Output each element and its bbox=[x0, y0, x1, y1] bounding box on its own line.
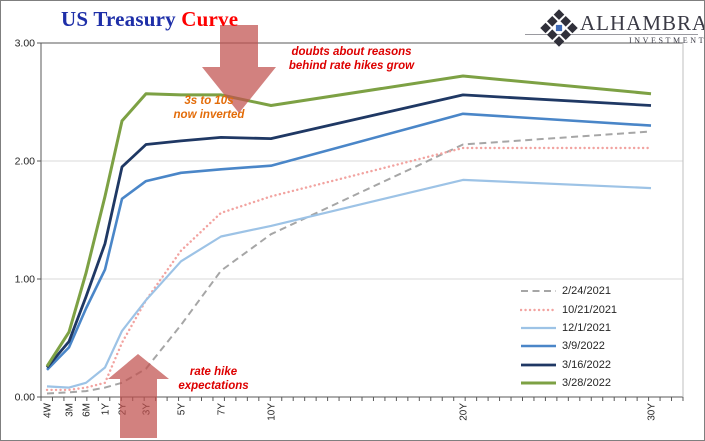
y-tick-label-2.00: 2.00 bbox=[15, 156, 36, 168]
x-tick-label-30Y: 30Y bbox=[646, 403, 657, 421]
legend-item: 10/21/2021 bbox=[520, 300, 617, 318]
legend-swatch-line bbox=[521, 345, 556, 348]
y-axis-labels: 0.00 1.00 2.00 3.00 bbox=[15, 38, 36, 404]
series-line-3-9-2022 bbox=[46, 112, 652, 371]
x-tick-label-1Y: 1Y bbox=[100, 403, 111, 416]
series-line-12-1-2021 bbox=[46, 178, 652, 389]
chart-title: US Treasury Curve bbox=[61, 7, 238, 32]
legend-swatch-line bbox=[521, 381, 556, 385]
annotation-doubts: doubts about reasons behind rate hikes g… bbox=[269, 46, 434, 73]
logo-company-name: ALHAMBRA bbox=[580, 11, 705, 35]
x-tick-label-6M: 6M bbox=[81, 403, 92, 417]
series-line-3-16-2022 bbox=[45, 93, 652, 369]
legend-label: 10/21/2021 bbox=[562, 303, 618, 316]
down-arrow-shape bbox=[202, 25, 276, 113]
data-series-lines bbox=[45, 74, 653, 395]
annotation-ratehike-line2: expectations bbox=[178, 379, 249, 392]
annotation-3s-10s-inverted: 3s to 10s now inverted bbox=[159, 95, 259, 122]
legend-swatch-line bbox=[521, 363, 556, 367]
legend-swatch-line bbox=[520, 308, 557, 311]
x-tick-label-10Y: 10Y bbox=[266, 403, 277, 421]
annotation-rate-hike-expectations: rate hike expectations bbox=[161, 366, 266, 393]
legend-item: 2/24/2021 bbox=[520, 282, 617, 300]
legend-item: 12/1/2021 bbox=[520, 319, 617, 337]
gridlines bbox=[41, 160, 683, 280]
annotation-ratehike-line1: rate hike bbox=[189, 366, 238, 378]
legend-item: 3/9/2022 bbox=[520, 337, 617, 355]
logo-divider-line bbox=[525, 34, 698, 35]
chart-title-blue: US Treasury bbox=[61, 7, 182, 31]
legend-item: 3/28/2022 bbox=[520, 374, 617, 392]
annotation-inverted-line2: now inverted bbox=[173, 108, 245, 121]
annotation-doubts-line2: behind rate hikes grow bbox=[288, 59, 415, 72]
alhambra-logo-icon bbox=[540, 9, 578, 47]
legend-swatch-line bbox=[521, 326, 556, 330]
y-tick-label-3.00: 3.00 bbox=[15, 38, 36, 50]
chart-title-red: Curve bbox=[181, 7, 239, 31]
x-tick-label-5Y: 5Y bbox=[176, 403, 187, 416]
legend-label: 3/16/2022 bbox=[562, 358, 611, 371]
up-arrow-shape bbox=[108, 354, 169, 438]
legend-swatch-line bbox=[521, 290, 556, 293]
y-tick-label-1.00: 1.00 bbox=[15, 274, 36, 286]
annotation-inverted-line1: 3s to 10s bbox=[184, 95, 234, 107]
legend-label: 3/28/2022 bbox=[562, 377, 611, 390]
x-tick-label-7Y: 7Y bbox=[216, 403, 227, 416]
x-tick-label-20Y: 20Y bbox=[458, 403, 469, 421]
series-line-3-28-2022 bbox=[45, 74, 652, 368]
chart-legend: 2/24/2021 10/21/2021 12/1/2021 3/9/2022 3/16… bbox=[520, 282, 617, 392]
x-tick-label-3M: 3M bbox=[64, 403, 75, 417]
x-tick-label-4W: 4W bbox=[42, 402, 53, 418]
annotation-doubts-line1: doubts about reasons bbox=[291, 46, 412, 58]
y-tick-label-0.00: 0.00 bbox=[15, 392, 36, 404]
legend-label: 12/1/2021 bbox=[562, 321, 611, 334]
legend-item: 3/16/2022 bbox=[520, 356, 617, 374]
legend-label: 2/24/2021 bbox=[562, 285, 611, 298]
legend-label: 3/9/2022 bbox=[562, 340, 605, 353]
logo-company-subtitle: INVESTMENTS bbox=[629, 36, 705, 45]
